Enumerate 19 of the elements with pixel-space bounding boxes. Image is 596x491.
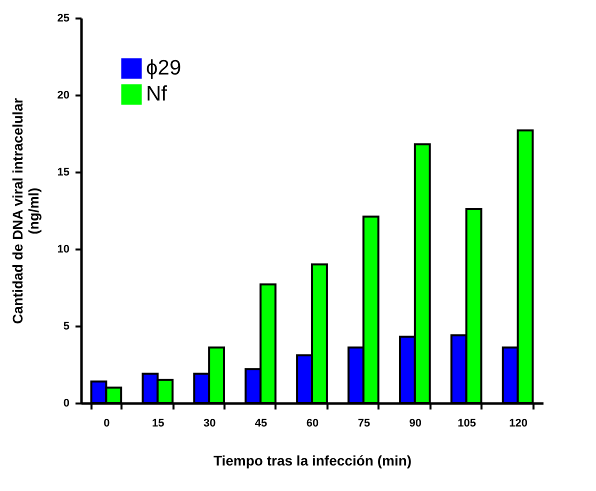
x-tick-label: 120: [509, 418, 528, 430]
legend-label: Nf: [146, 82, 168, 106]
legend-label: ϕ29: [146, 56, 182, 80]
x-tick-label: 45: [254, 418, 268, 430]
x-tick-label: 75: [358, 418, 370, 430]
y-axis-title: Cantidad de DNA viral intracelular (ng/ml): [9, 98, 42, 324]
x-tick-label: 15: [152, 418, 164, 430]
x-axis-title: Tiempo tras la infección (min): [213, 452, 412, 468]
x-tick-label: 0: [104, 418, 110, 430]
x-tick-label: 90: [409, 418, 422, 430]
x-tick-label: 60: [306, 418, 319, 430]
y-tick-label: 10: [57, 244, 70, 256]
y-tick-label: 5: [63, 320, 70, 332]
y-tick-label: 15: [57, 166, 70, 178]
x-tick-label: 105: [458, 418, 476, 430]
y-tick-label: 20: [57, 90, 70, 102]
x-tick-label: 30: [203, 418, 216, 430]
y-tick-label: 0: [63, 398, 70, 410]
y-tick-label: 25: [57, 12, 70, 24]
